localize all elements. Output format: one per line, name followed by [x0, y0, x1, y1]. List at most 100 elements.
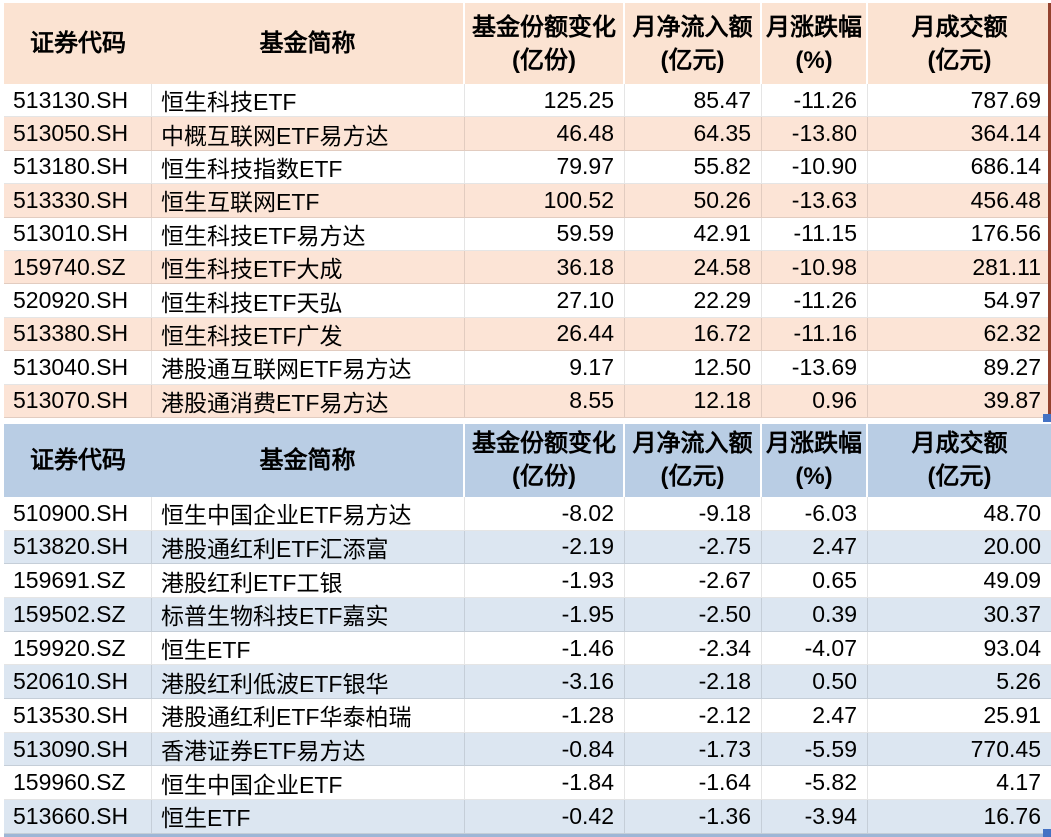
net-inflow-cell[interactable]: -9.18: [625, 496, 762, 530]
name-cell[interactable]: 港股通红利ETF华泰柏瑞: [152, 699, 465, 732]
share-change-cell[interactable]: 26.44: [465, 317, 625, 351]
share-change-cell[interactable]: 59.59: [465, 217, 625, 250]
pct-change-cell[interactable]: -11.26: [762, 284, 868, 317]
code-cell[interactable]: 520610.SH: [4, 665, 152, 699]
turnover-cell[interactable]: 89.27: [983, 353, 1041, 380]
name-cell[interactable]: 恒生科技ETF易方达: [152, 217, 465, 250]
column-header-turnover[interactable]: 月成交额 (亿元): [868, 3, 1051, 84]
name-cell[interactable]: 港股通互联网ETF易方达: [152, 351, 465, 384]
column-header-pct-change[interactable]: 月涨跌幅 (%): [762, 423, 868, 497]
column-header-pct-change[interactable]: 月涨跌幅 (%): [762, 3, 868, 84]
pct-change-cell[interactable]: -10.98: [762, 250, 868, 284]
net-inflow-cell[interactable]: -1.64: [625, 766, 762, 800]
turnover-cell[interactable]: 5.26: [996, 668, 1041, 695]
net-inflow-cell[interactable]: 22.29: [625, 284, 762, 317]
turnover-cell[interactable]: 20.00: [983, 533, 1041, 560]
name-cell[interactable]: 港股通红利ETF汇添富: [152, 530, 465, 564]
net-inflow-cell[interactable]: -2.18: [625, 665, 762, 699]
code-cell[interactable]: 513380.SH: [4, 317, 152, 351]
turnover-cell[interactable]: 54.97: [983, 287, 1041, 314]
turnover-cell[interactable]: 176.56: [970, 220, 1041, 247]
net-inflow-cell[interactable]: 42.91: [625, 217, 762, 250]
turnover-cell[interactable]: 49.09: [983, 567, 1041, 594]
pct-change-cell[interactable]: 0.96: [762, 384, 868, 417]
net-inflow-cell[interactable]: 16.72: [625, 317, 762, 351]
name-cell[interactable]: 恒生科技ETF: [152, 84, 465, 117]
pct-change-cell[interactable]: -13.63: [762, 184, 868, 217]
net-inflow-cell[interactable]: -1.36: [625, 800, 762, 833]
net-inflow-cell[interactable]: 85.47: [625, 84, 762, 117]
code-cell[interactable]: 513530.SH: [4, 699, 152, 732]
share-change-cell[interactable]: 100.52: [465, 184, 625, 217]
share-change-cell[interactable]: 36.18: [465, 250, 625, 284]
name-cell[interactable]: 中概互联网ETF易方达: [152, 117, 465, 150]
fill-handle-top-table[interactable]: [1043, 414, 1051, 422]
share-change-cell[interactable]: -8.02: [465, 496, 625, 530]
share-change-cell[interactable]: -1.46: [465, 631, 625, 665]
column-header-share-change[interactable]: 基金份额变化 (亿份): [465, 3, 625, 84]
name-cell[interactable]: 恒生ETF: [152, 631, 465, 665]
turnover-cell[interactable]: 770.45: [970, 735, 1041, 762]
code-cell[interactable]: 159960.SZ: [4, 766, 152, 800]
code-cell[interactable]: 513090.SH: [4, 732, 152, 766]
pct-change-cell[interactable]: -11.15: [762, 217, 868, 250]
net-inflow-cell[interactable]: -1.73: [625, 732, 762, 766]
code-cell[interactable]: 513330.SH: [4, 184, 152, 217]
net-inflow-cell[interactable]: 55.82: [625, 150, 762, 184]
fill-handle-bottom-table[interactable]: [1043, 829, 1051, 837]
turnover-cell[interactable]: 364.14: [970, 120, 1041, 147]
turnover-cell[interactable]: 39.87: [983, 387, 1041, 414]
pct-change-cell[interactable]: -11.26: [762, 84, 868, 117]
name-cell[interactable]: 恒生科技ETF大成: [152, 250, 465, 284]
column-header-name[interactable]: 基金简称: [152, 423, 465, 497]
name-cell[interactable]: 恒生中国企业ETF: [152, 766, 465, 800]
turnover-cell[interactable]: 48.70: [983, 499, 1041, 526]
name-cell[interactable]: 港股红利低波ETF银华: [152, 665, 465, 699]
column-header-net-inflow[interactable]: 月净流入额 (亿元): [625, 3, 762, 84]
share-change-cell[interactable]: -2.19: [465, 530, 625, 564]
turnover-cell[interactable]: 25.91: [983, 701, 1041, 728]
share-change-cell[interactable]: -0.42: [465, 800, 625, 833]
pct-change-cell[interactable]: 0.65: [762, 564, 868, 597]
code-cell[interactable]: 510900.SH: [4, 496, 152, 530]
code-cell[interactable]: 513180.SH: [4, 150, 152, 184]
share-change-cell[interactable]: 9.17: [465, 351, 625, 384]
turnover-cell[interactable]: 4.17: [996, 769, 1041, 796]
code-cell[interactable]: 513130.SH: [4, 84, 152, 117]
pct-change-cell[interactable]: -13.80: [762, 117, 868, 150]
column-header-net-inflow[interactable]: 月净流入额 (亿元): [625, 423, 762, 497]
name-cell[interactable]: 恒生ETF: [152, 800, 465, 833]
share-change-cell[interactable]: -0.84: [465, 732, 625, 766]
column-header-name[interactable]: 基金简称: [152, 3, 465, 84]
code-cell[interactable]: 159502.SZ: [4, 597, 152, 631]
pct-change-cell[interactable]: -6.03: [762, 496, 868, 530]
name-cell[interactable]: 香港证券ETF易方达: [152, 732, 465, 766]
column-header-code[interactable]: 证券代码: [4, 3, 152, 84]
net-inflow-cell[interactable]: -2.34: [625, 631, 762, 665]
turnover-cell[interactable]: 93.04: [983, 634, 1041, 661]
pct-change-cell[interactable]: 2.47: [762, 530, 868, 564]
net-inflow-cell[interactable]: 50.26: [625, 184, 762, 217]
share-change-cell[interactable]: -1.95: [465, 597, 625, 631]
code-cell[interactable]: 520920.SH: [4, 284, 152, 317]
net-inflow-cell[interactable]: 64.35: [625, 117, 762, 150]
name-cell[interactable]: 恒生中国企业ETF易方达: [152, 496, 465, 530]
share-change-cell[interactable]: 79.97: [465, 150, 625, 184]
turnover-cell[interactable]: 30.37: [983, 600, 1041, 627]
pct-change-cell[interactable]: -10.90: [762, 150, 868, 184]
code-cell[interactable]: 513010.SH: [4, 217, 152, 250]
pct-change-cell[interactable]: 0.50: [762, 665, 868, 699]
code-cell[interactable]: 159920.SZ: [4, 631, 152, 665]
code-cell[interactable]: 513040.SH: [4, 351, 152, 384]
pct-change-cell[interactable]: -3.94: [762, 800, 868, 833]
net-inflow-cell[interactable]: 12.50: [625, 351, 762, 384]
pct-change-cell[interactable]: -5.59: [762, 732, 868, 766]
name-cell[interactable]: 恒生科技ETF天弘: [152, 284, 465, 317]
column-header-code[interactable]: 证券代码: [4, 424, 152, 497]
net-inflow-cell[interactable]: -2.75: [625, 530, 762, 564]
net-inflow-cell[interactable]: 12.18: [625, 384, 762, 417]
net-inflow-cell[interactable]: -2.12: [625, 699, 762, 732]
name-cell[interactable]: 恒生科技指数ETF: [152, 150, 465, 184]
turnover-cell[interactable]: 62.32: [983, 320, 1041, 347]
turnover-cell[interactable]: 787.69: [970, 86, 1041, 113]
